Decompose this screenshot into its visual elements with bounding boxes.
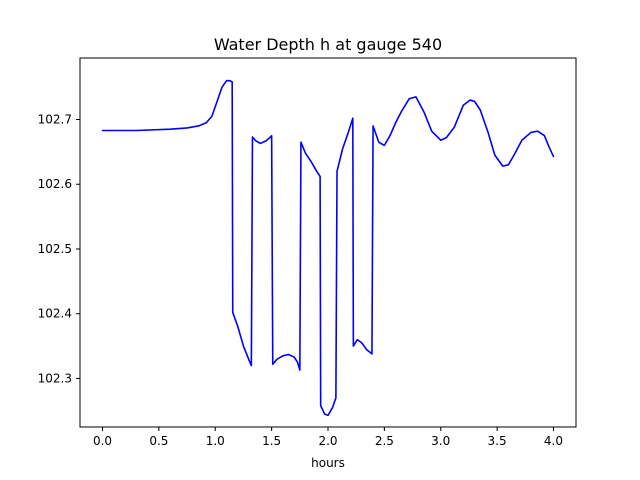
x-axis-ticks: 0.0 0.5 1.0 1.5 2.0 2.5 3.0 3.5 4.0 (93, 427, 563, 448)
x-tick-label: 2.0 (318, 434, 337, 448)
y-tick-label: 102.5 (38, 242, 72, 256)
x-tick-label: 3.5 (488, 434, 507, 448)
y-tick-label: 102.6 (38, 177, 72, 191)
x-tick-label: 1.5 (262, 434, 281, 448)
y-tick-label: 102.4 (38, 307, 72, 321)
y-tick-label: 102.3 (38, 371, 72, 385)
series-line (101, 79, 555, 417)
x-tick-label: 3.0 (431, 434, 450, 448)
x-tick-label: 2.5 (375, 434, 394, 448)
x-tick-label: 1.0 (206, 434, 225, 448)
y-axis-ticks: 102.3 102.4 102.5 102.6 102.7 (38, 113, 80, 385)
y-tick-label: 102.7 (38, 113, 72, 127)
chart-title: Water Depth h at gauge 540 (214, 35, 442, 54)
plot-area-frame (79, 57, 577, 428)
x-axis-label: hours (311, 456, 345, 470)
x-tick-label: 0.5 (149, 434, 168, 448)
plot-layer (101, 79, 555, 417)
x-tick-label: 4.0 (544, 434, 563, 448)
x-tick-label: 0.0 (93, 434, 112, 448)
